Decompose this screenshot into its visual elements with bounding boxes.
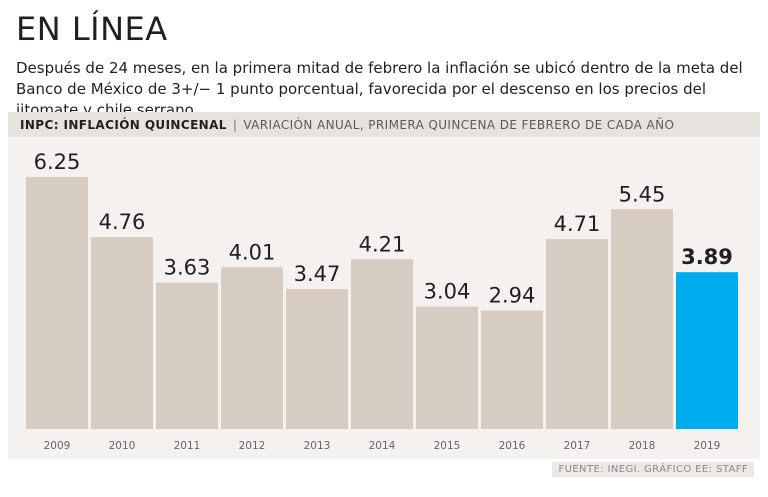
value-label-2010: 4.76 xyxy=(99,210,146,234)
bar-2018 xyxy=(611,209,673,429)
value-label-2017: 4.71 xyxy=(554,212,601,236)
value-label-2019: 3.89 xyxy=(681,245,733,269)
x-tick-2018: 2018 xyxy=(629,440,656,452)
bar-2019 xyxy=(676,272,738,429)
x-tick-2011: 2011 xyxy=(174,440,201,452)
chart-title-band: INPC: INFLACIÓN QUINCENAL | VARIACIÓN AN… xyxy=(8,112,760,137)
bar-2014 xyxy=(351,259,413,429)
value-label-2011: 3.63 xyxy=(164,256,211,280)
x-tick-2009: 2009 xyxy=(44,440,71,452)
x-tick-2010: 2010 xyxy=(109,440,136,452)
bar-2012 xyxy=(221,267,283,429)
x-tick-2013: 2013 xyxy=(304,440,331,452)
value-label-2013: 3.47 xyxy=(294,262,341,286)
value-label-2018: 5.45 xyxy=(619,182,666,206)
bar-2016 xyxy=(481,310,543,429)
bar-2011 xyxy=(156,282,218,429)
x-tick-2012: 2012 xyxy=(239,440,266,452)
bar-2013 xyxy=(286,289,348,429)
x-tick-2019: 2019 xyxy=(694,440,721,452)
value-label-2009: 6.25 xyxy=(34,150,81,174)
bar-2010 xyxy=(91,237,153,429)
x-tick-2016: 2016 xyxy=(499,440,526,452)
headline: EN LÍNEA xyxy=(16,10,168,48)
source-credit: FUENTE: INEGI. GRÁFICO EE: STAFF xyxy=(552,462,754,477)
value-label-2015: 3.04 xyxy=(424,279,471,303)
bar-2017 xyxy=(546,239,608,429)
x-tick-2015: 2015 xyxy=(434,440,461,452)
value-label-2012: 4.01 xyxy=(229,240,276,264)
bar-2015 xyxy=(416,306,478,429)
value-label-2014: 4.21 xyxy=(359,232,406,256)
title-separator: | xyxy=(232,117,238,132)
subtitle-text: Después de 24 meses, en la primera mitad… xyxy=(16,59,743,119)
chart-subtitle: VARIACIÓN ANUAL, PRIMERA QUINCENA DE FEB… xyxy=(243,117,675,132)
x-tick-2017: 2017 xyxy=(564,440,591,452)
x-tick-2014: 2014 xyxy=(369,440,396,452)
x-axis-band xyxy=(8,429,760,459)
chart-title: INPC: INFLACIÓN QUINCENAL xyxy=(20,117,227,132)
value-label-2016: 2.94 xyxy=(489,283,536,307)
bar-2009 xyxy=(26,177,88,429)
